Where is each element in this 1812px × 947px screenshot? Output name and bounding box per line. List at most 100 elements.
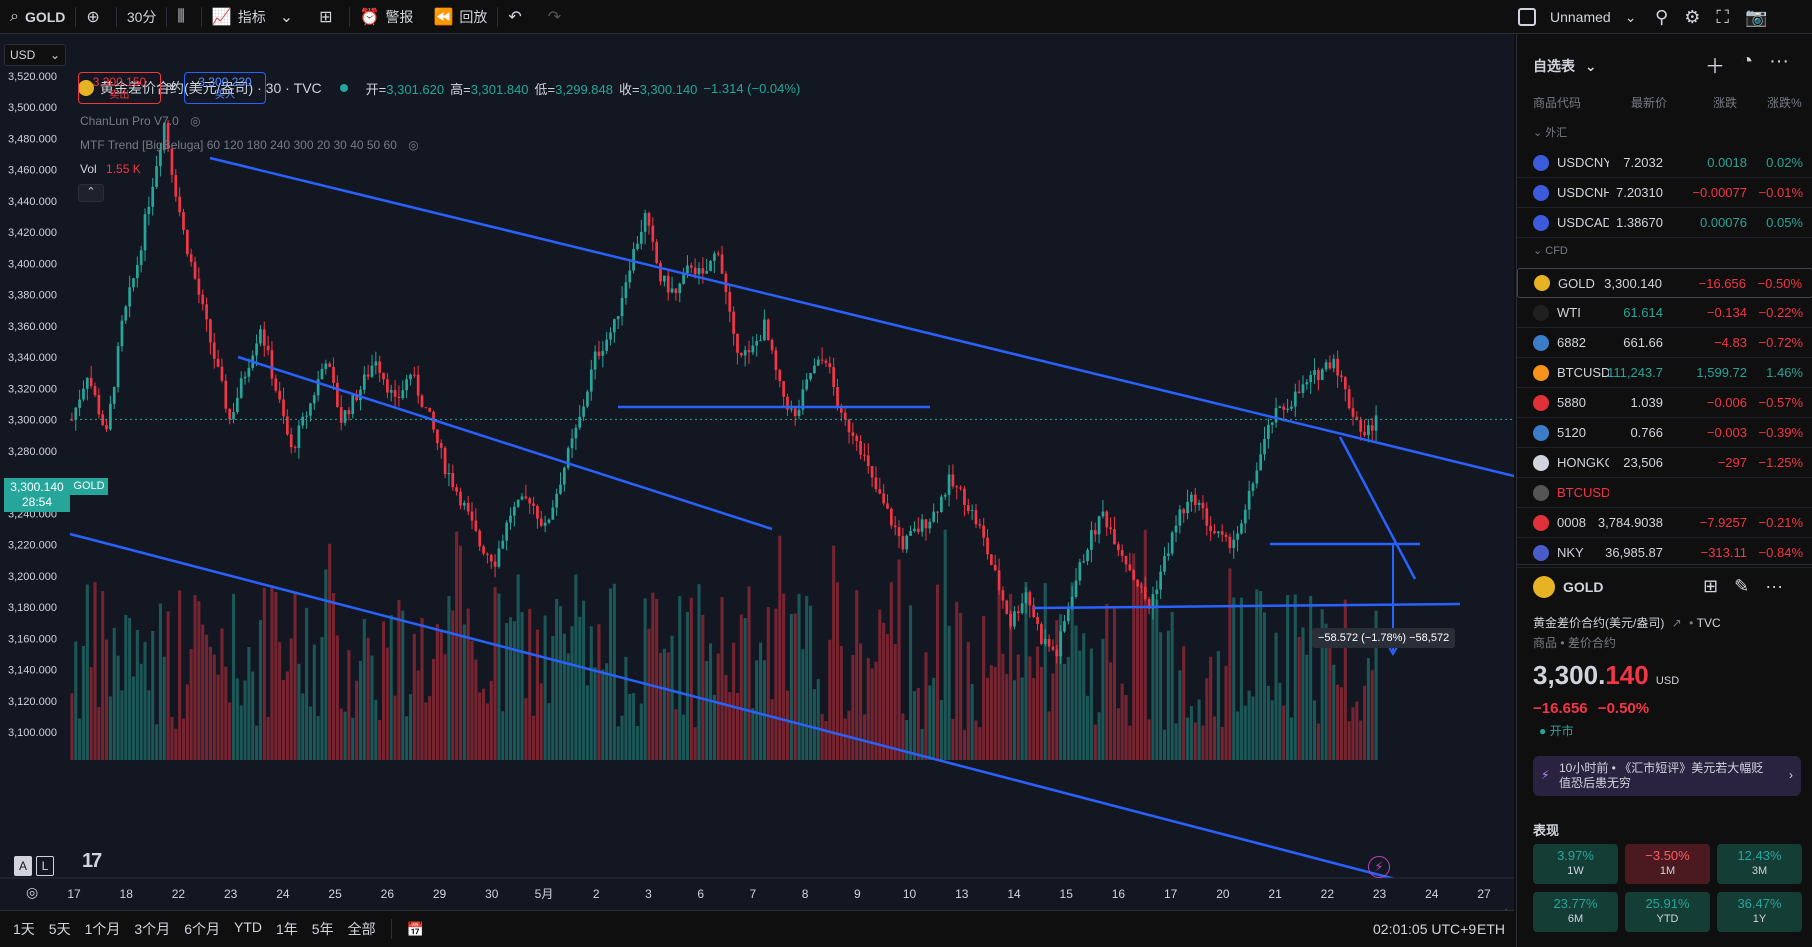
add-symbol-icon[interactable]: ＋ xyxy=(1705,56,1725,78)
candle-body xyxy=(1259,454,1263,471)
range-button[interactable]: 5天 xyxy=(48,921,71,937)
volume-bar xyxy=(601,669,605,760)
watchlist-section-header[interactable]: ⌄ 外汇 xyxy=(1533,127,1568,139)
range-button[interactable]: 1年 xyxy=(275,921,298,937)
wl-last: 1.039 xyxy=(1630,395,1663,410)
volume-bar xyxy=(655,598,659,760)
sell-button[interactable]: 3,300.150 卖出 xyxy=(78,72,161,104)
redo-button[interactable]: ↷ xyxy=(538,0,577,34)
layouts-button[interactable]: ⊞ xyxy=(309,0,348,34)
time-settings-icon[interactable]: ◎ xyxy=(26,884,39,900)
range-button[interactable]: 1天 xyxy=(13,921,35,937)
watchlist-row[interactable]: NKY 36,985.87 −313.11 −0.84% xyxy=(1517,538,1812,568)
more-icon[interactable]: ··· xyxy=(1769,50,1790,72)
time-tick: 5月 xyxy=(535,887,554,901)
date-range-icon[interactable]: 📅 xyxy=(406,920,425,937)
settings-icon[interactable]: ⚙ xyxy=(1684,6,1701,27)
watchlist-row[interactable]: GOLD 3,300.140 −16.656 −0.50% xyxy=(1517,268,1812,298)
trend-line[interactable] xyxy=(69,532,1514,910)
chart-area[interactable]: 3,520.000 3,500.000 3,480.000 3,460.000 3,44… xyxy=(0,34,1514,910)
edit-icon[interactable]: ✎ xyxy=(1734,576,1750,596)
replay-button[interactable]: ⏪ 回放 xyxy=(423,0,497,34)
performance-cell[interactable]: 25.91% YTD xyxy=(1625,892,1710,932)
watchlist-row[interactable]: USDCAD 1.38670 0.00076 0.05% xyxy=(1517,208,1812,238)
collapse-legend-button[interactable]: ⌃ xyxy=(78,184,104,202)
indicator-mtf-trend[interactable]: MTF Trend [BigBeluga] 60 120 180 240 300… xyxy=(80,138,419,152)
candle-body xyxy=(1170,532,1174,554)
volume-bar xyxy=(305,607,309,760)
history-icon[interactable]: ◔ xyxy=(1741,50,1754,72)
details-type: 商品 • 差价合约 xyxy=(1533,636,1616,650)
candle-body xyxy=(932,511,936,522)
watchlist-row[interactable]: USDCNH 7.20310 −0.00077 −0.01% xyxy=(1517,178,1812,208)
clock[interactable]: 02:01:05 UTC+9 xyxy=(1373,921,1477,937)
trend-line[interactable] xyxy=(1338,436,1417,580)
trend-line[interactable] xyxy=(1032,602,1461,610)
candle-body xyxy=(886,503,889,509)
news-item[interactable]: ⚡ 10小时前 • 《汇市短评》美元若大幅贬值恐后患无穷 › xyxy=(1533,756,1801,796)
add-symbol-button[interactable]: ⊕ xyxy=(76,0,115,34)
symbol-search[interactable]: ⌕ GOLD xyxy=(0,0,75,34)
watchlist-row[interactable]: HONGKONG 23,506 −297 −1.25% xyxy=(1517,448,1812,478)
camera-icon[interactable]: 📷 xyxy=(1744,6,1768,27)
col-last[interactable]: 最新价 xyxy=(1631,96,1668,110)
buy-button[interactable]: 3,300.230 买入 xyxy=(184,72,266,104)
external-link-icon[interactable]: ↗ xyxy=(1671,616,1682,630)
performance-cell[interactable]: −3.50% 1M xyxy=(1625,844,1710,884)
col-change-pct[interactable]: 涨跌% xyxy=(1767,96,1802,110)
range-button[interactable]: 6个月 xyxy=(184,921,220,937)
watchlist-title[interactable]: 自选表 ⌄ xyxy=(1533,56,1597,76)
performance-cell[interactable]: 23.77% 6M xyxy=(1533,892,1618,932)
volume-bar xyxy=(347,650,351,760)
col-symbol[interactable]: 商品代码 xyxy=(1533,96,1582,110)
auto-scale-button[interactable]: A xyxy=(14,856,32,876)
candle-body xyxy=(632,248,635,271)
watchlist-row[interactable]: BTCUSD xyxy=(1517,478,1812,508)
watchlist-row[interactable]: BTCUSD 111,243.7 1,599.72 1.46% xyxy=(1517,358,1812,388)
alerts-button[interactable]: ⏰ 警报 xyxy=(350,0,424,34)
range-button[interactable]: 5年 xyxy=(311,921,334,937)
watchlist-row[interactable]: 0008 3,784.9038 −7.9257 −0.21% xyxy=(1517,508,1812,538)
session-toggle[interactable]: ETH xyxy=(1477,921,1505,937)
more-icon[interactable]: ··· xyxy=(1765,576,1784,596)
watchlist-row[interactable]: USDCNY 7.2032 0.0018 0.02% xyxy=(1517,148,1812,178)
watchlist-row[interactable]: 5880 1.039 −0.006 −0.57% xyxy=(1517,388,1812,418)
range-button[interactable]: YTD xyxy=(233,919,262,935)
volume-bar xyxy=(128,617,132,760)
hidden-eye-icon[interactable]: ◎ xyxy=(408,138,419,152)
volume-bar xyxy=(231,593,236,760)
watchlist-section-header[interactable]: ⌄ CFD xyxy=(1533,245,1568,257)
price-chart[interactable]: 3,520.000 3,500.000 3,480.000 3,460.000 3,44… xyxy=(0,34,1514,910)
currency-select[interactable]: USD ⌄ xyxy=(4,44,66,66)
trend-line[interactable] xyxy=(209,156,1514,478)
candle-body xyxy=(409,374,412,380)
grid-icon[interactable]: ⊞ xyxy=(1703,576,1719,596)
indicator-volume[interactable]: Vol 1.55 K xyxy=(80,162,141,176)
performance-cell[interactable]: 12.43% 3M xyxy=(1717,844,1802,884)
details-name[interactable]: 黄金差价合约(美元/盎司) xyxy=(1533,616,1665,630)
undo-button[interactable]: ↶ xyxy=(498,0,537,34)
hidden-eye-icon[interactable]: ◎ xyxy=(190,114,201,128)
performance-cell[interactable]: 3.97% 1W xyxy=(1533,844,1618,884)
indicators-button[interactable]: 📈 指标 ⌄ xyxy=(202,0,309,34)
quick-search-icon[interactable]: ⚲ xyxy=(1655,6,1669,27)
lightning-icon[interactable]: ⚡ xyxy=(1368,856,1390,878)
watchlist-row[interactable]: 5120 0.766 −0.003 −0.39% xyxy=(1517,418,1812,448)
watchlist-row[interactable]: WTI 61.614 −0.134 −0.22% xyxy=(1517,298,1812,328)
interval-button[interactable]: 30分 xyxy=(117,0,167,34)
range-button[interactable]: 全部 xyxy=(347,921,376,937)
log-scale-button[interactable]: L xyxy=(36,856,54,876)
watchlist-row[interactable]: 6882 661.66 −4.83 −0.72% xyxy=(1517,328,1812,358)
range-button[interactable]: 3个月 xyxy=(134,921,171,937)
trend-line[interactable] xyxy=(237,355,773,531)
fullscreen-icon[interactable]: ⛶ xyxy=(1716,6,1729,27)
col-change[interactable]: 涨跌 xyxy=(1713,96,1738,110)
candle-body xyxy=(1097,516,1101,535)
volume-bar xyxy=(1112,608,1117,760)
range-button[interactable]: 1个月 xyxy=(84,921,121,937)
indicator-chanlun[interactable]: ChanLun Pro V7.0 ◎ xyxy=(80,114,201,128)
candle-body xyxy=(1301,384,1305,393)
performance-cell[interactable]: 36.47% 1Y xyxy=(1717,892,1802,932)
layout-menu[interactable]: Unnamed ⌄ xyxy=(1518,0,1636,34)
chart-type-button[interactable]: ⫼ xyxy=(167,0,200,34)
